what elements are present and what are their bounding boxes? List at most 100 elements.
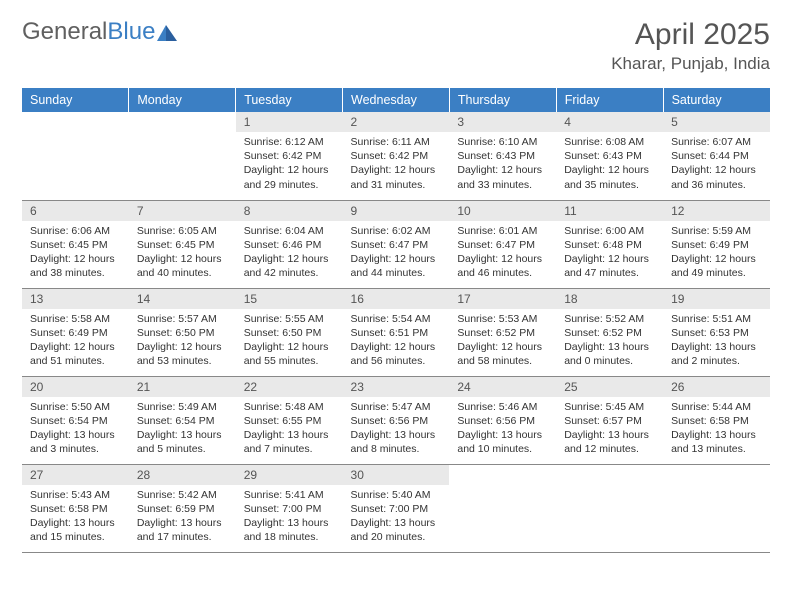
- daylight-text: and 20 minutes.: [351, 530, 442, 544]
- daylight-text: Daylight: 12 hours: [351, 252, 442, 266]
- day-body: Sunrise: 6:00 AMSunset: 6:48 PMDaylight:…: [556, 221, 663, 287]
- calendar-day-cell: 3Sunrise: 6:10 AMSunset: 6:43 PMDaylight…: [449, 112, 556, 200]
- daylight-text: and 33 minutes.: [457, 178, 548, 192]
- daylight-text: and 47 minutes.: [564, 266, 655, 280]
- daylight-text: and 51 minutes.: [30, 354, 121, 368]
- day-number: 27: [22, 465, 129, 485]
- day-number: 5: [663, 112, 770, 132]
- day-number: 2: [343, 112, 450, 132]
- day-number: 10: [449, 201, 556, 221]
- calendar-day-cell: 4Sunrise: 6:08 AMSunset: 6:43 PMDaylight…: [556, 112, 663, 200]
- logo: GeneralBlue: [22, 18, 179, 46]
- sunset-text: Sunset: 6:53 PM: [671, 326, 762, 340]
- daylight-text: and 58 minutes.: [457, 354, 548, 368]
- calendar-day-cell: 27Sunrise: 5:43 AMSunset: 6:58 PMDayligh…: [22, 464, 129, 552]
- sunset-text: Sunset: 6:56 PM: [351, 414, 442, 428]
- sunset-text: Sunset: 6:50 PM: [137, 326, 228, 340]
- calendar-day-cell: 21Sunrise: 5:49 AMSunset: 6:54 PMDayligh…: [129, 376, 236, 464]
- sunset-text: Sunset: 6:42 PM: [351, 149, 442, 163]
- calendar-day-cell: 22Sunrise: 5:48 AMSunset: 6:55 PMDayligh…: [236, 376, 343, 464]
- daylight-text: and 46 minutes.: [457, 266, 548, 280]
- sunrise-text: Sunrise: 5:53 AM: [457, 312, 548, 326]
- weekday-header: Wednesday: [343, 88, 450, 112]
- sunrise-text: Sunrise: 5:48 AM: [244, 400, 335, 414]
- day-number: 16: [343, 289, 450, 309]
- day-body: Sunrise: 5:41 AMSunset: 7:00 PMDaylight:…: [236, 485, 343, 551]
- day-number: 8: [236, 201, 343, 221]
- day-number: 3: [449, 112, 556, 132]
- sunrise-text: Sunrise: 6:11 AM: [351, 135, 442, 149]
- sunrise-text: Sunrise: 5:41 AM: [244, 488, 335, 502]
- day-body: Sunrise: 6:04 AMSunset: 6:46 PMDaylight:…: [236, 221, 343, 287]
- day-body: Sunrise: 5:46 AMSunset: 6:56 PMDaylight:…: [449, 397, 556, 463]
- logo-text-2: Blue: [107, 18, 155, 46]
- daylight-text: and 56 minutes.: [351, 354, 442, 368]
- sunrise-text: Sunrise: 6:06 AM: [30, 224, 121, 238]
- day-body: Sunrise: 5:57 AMSunset: 6:50 PMDaylight:…: [129, 309, 236, 375]
- day-number: 13: [22, 289, 129, 309]
- day-body: Sunrise: 6:01 AMSunset: 6:47 PMDaylight:…: [449, 221, 556, 287]
- day-body: Sunrise: 6:08 AMSunset: 6:43 PMDaylight:…: [556, 132, 663, 198]
- sunrise-text: Sunrise: 5:49 AM: [137, 400, 228, 414]
- day-body: Sunrise: 5:50 AMSunset: 6:54 PMDaylight:…: [22, 397, 129, 463]
- calendar-empty-cell: [663, 464, 770, 552]
- daylight-text: Daylight: 13 hours: [351, 428, 442, 442]
- sunset-text: Sunset: 6:56 PM: [457, 414, 548, 428]
- sunset-text: Sunset: 6:45 PM: [30, 238, 121, 252]
- sunset-text: Sunset: 6:44 PM: [671, 149, 762, 163]
- day-number: 4: [556, 112, 663, 132]
- daylight-text: and 29 minutes.: [244, 178, 335, 192]
- daylight-text: Daylight: 13 hours: [244, 516, 335, 530]
- daylight-text: Daylight: 12 hours: [30, 252, 121, 266]
- daylight-text: and 13 minutes.: [671, 442, 762, 456]
- day-body: Sunrise: 5:55 AMSunset: 6:50 PMDaylight:…: [236, 309, 343, 375]
- sunrise-text: Sunrise: 6:04 AM: [244, 224, 335, 238]
- calendar-day-cell: 8Sunrise: 6:04 AMSunset: 6:46 PMDaylight…: [236, 200, 343, 288]
- month-title: April 2025: [611, 18, 770, 52]
- day-number: 22: [236, 377, 343, 397]
- daylight-text: and 10 minutes.: [457, 442, 548, 456]
- daylight-text: Daylight: 12 hours: [564, 252, 655, 266]
- calendar-day-cell: 2Sunrise: 6:11 AMSunset: 6:42 PMDaylight…: [343, 112, 450, 200]
- weekday-header: Friday: [556, 88, 663, 112]
- daylight-text: Daylight: 12 hours: [244, 252, 335, 266]
- sunset-text: Sunset: 6:46 PM: [244, 238, 335, 252]
- day-body: Sunrise: 5:44 AMSunset: 6:58 PMDaylight:…: [663, 397, 770, 463]
- daylight-text: Daylight: 12 hours: [457, 340, 548, 354]
- sunrise-text: Sunrise: 6:05 AM: [137, 224, 228, 238]
- calendar-day-cell: 30Sunrise: 5:40 AMSunset: 7:00 PMDayligh…: [343, 464, 450, 552]
- daylight-text: and 0 minutes.: [564, 354, 655, 368]
- daylight-text: and 36 minutes.: [671, 178, 762, 192]
- calendar-day-cell: 20Sunrise: 5:50 AMSunset: 6:54 PMDayligh…: [22, 376, 129, 464]
- sunrise-text: Sunrise: 5:44 AM: [671, 400, 762, 414]
- sunset-text: Sunset: 6:52 PM: [457, 326, 548, 340]
- sunset-text: Sunset: 6:42 PM: [244, 149, 335, 163]
- daylight-text: and 12 minutes.: [564, 442, 655, 456]
- calendar-week-row: 20Sunrise: 5:50 AMSunset: 6:54 PMDayligh…: [22, 376, 770, 464]
- calendar-table: SundayMondayTuesdayWednesdayThursdayFrid…: [22, 88, 770, 553]
- daylight-text: and 5 minutes.: [137, 442, 228, 456]
- weekday-header: Saturday: [663, 88, 770, 112]
- daylight-text: and 55 minutes.: [244, 354, 335, 368]
- daylight-text: and 31 minutes.: [351, 178, 442, 192]
- sunrise-text: Sunrise: 5:57 AM: [137, 312, 228, 326]
- daylight-text: Daylight: 12 hours: [351, 340, 442, 354]
- daylight-text: Daylight: 12 hours: [137, 252, 228, 266]
- daylight-text: and 38 minutes.: [30, 266, 121, 280]
- sunset-text: Sunset: 6:55 PM: [244, 414, 335, 428]
- daylight-text: Daylight: 13 hours: [30, 428, 121, 442]
- calendar-body: 1Sunrise: 6:12 AMSunset: 6:42 PMDaylight…: [22, 112, 770, 552]
- sunrise-text: Sunrise: 5:58 AM: [30, 312, 121, 326]
- sunset-text: Sunset: 6:43 PM: [457, 149, 548, 163]
- calendar-empty-cell: [556, 464, 663, 552]
- day-number: 23: [343, 377, 450, 397]
- day-number: 14: [129, 289, 236, 309]
- calendar-day-cell: 18Sunrise: 5:52 AMSunset: 6:52 PMDayligh…: [556, 288, 663, 376]
- daylight-text: Daylight: 12 hours: [244, 163, 335, 177]
- sunset-text: Sunset: 6:50 PM: [244, 326, 335, 340]
- calendar-week-row: 1Sunrise: 6:12 AMSunset: 6:42 PMDaylight…: [22, 112, 770, 200]
- sunrise-text: Sunrise: 5:52 AM: [564, 312, 655, 326]
- calendar-day-cell: 19Sunrise: 5:51 AMSunset: 6:53 PMDayligh…: [663, 288, 770, 376]
- calendar-day-cell: 29Sunrise: 5:41 AMSunset: 7:00 PMDayligh…: [236, 464, 343, 552]
- calendar-day-cell: 9Sunrise: 6:02 AMSunset: 6:47 PMDaylight…: [343, 200, 450, 288]
